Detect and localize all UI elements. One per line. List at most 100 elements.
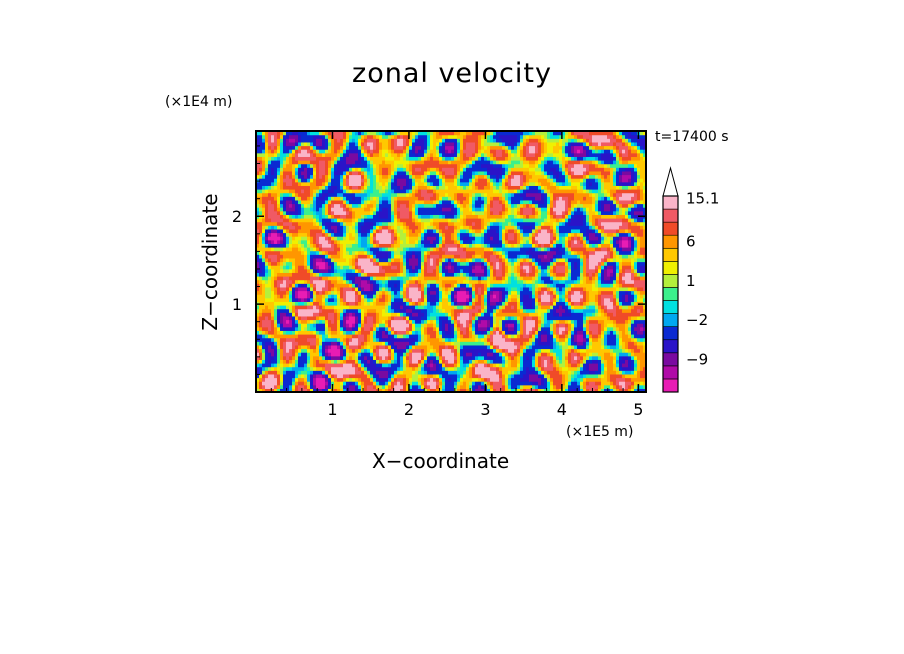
heatmap-cell	[277, 279, 281, 284]
heatmap-cell	[427, 145, 431, 150]
heatmap-cell	[373, 189, 377, 194]
heatmap-cell	[271, 323, 275, 328]
heatmap-cell	[337, 156, 341, 161]
heatmap-cell	[373, 203, 377, 208]
heatmap-cell	[358, 232, 362, 237]
heatmap-cell	[262, 228, 266, 234]
heatmap-cell	[295, 323, 299, 328]
heatmap-cell	[280, 134, 284, 139]
heatmap-cell	[367, 301, 371, 306]
heatmap-cell	[397, 272, 401, 277]
heatmap-cell	[325, 149, 329, 154]
heatmap-cell	[301, 167, 305, 172]
heatmap-cell	[457, 160, 461, 165]
heatmap-cell	[454, 196, 458, 201]
heatmap-cell	[355, 214, 359, 219]
heatmap-cell	[325, 344, 329, 350]
heatmap-cell	[394, 283, 398, 288]
heatmap-cell	[448, 315, 452, 321]
heatmap-cell	[415, 174, 419, 179]
heatmap-cell	[409, 254, 413, 259]
heatmap-cell	[454, 305, 458, 310]
heatmap-cell	[433, 243, 437, 248]
heatmap-cell	[409, 315, 413, 321]
heatmap-cell	[313, 232, 317, 237]
heatmap-cell	[265, 319, 269, 324]
heatmap-cell	[427, 207, 431, 212]
heatmap-cell	[280, 330, 284, 335]
heatmap-cell	[367, 243, 371, 248]
heatmap-cell	[331, 265, 335, 270]
heatmap-cell	[439, 163, 443, 168]
heatmap-cell	[436, 319, 440, 324]
heatmap-cell	[358, 189, 362, 194]
heatmap-cell	[379, 247, 383, 252]
heatmap-cell	[283, 319, 287, 324]
heatmap-cell	[406, 363, 410, 368]
heatmap-cell	[346, 301, 350, 306]
heatmap-cell	[331, 196, 335, 201]
heatmap-cell	[418, 388, 422, 393]
heatmap-cell	[454, 236, 458, 241]
heatmap-cell	[421, 308, 425, 313]
heatmap-cell	[298, 337, 302, 342]
heatmap-cell	[394, 276, 398, 281]
heatmap-cell	[295, 355, 299, 360]
heatmap-cell	[265, 297, 269, 302]
heatmap-cell	[352, 268, 356, 273]
heatmap-cell	[259, 337, 263, 342]
heatmap-cell	[403, 341, 407, 346]
heatmap-cell	[316, 286, 320, 292]
heatmap-cell	[430, 203, 434, 208]
heatmap-cell	[322, 348, 326, 353]
heatmap-cell	[379, 366, 383, 371]
heatmap-cell	[400, 315, 404, 321]
heatmap-cell	[304, 359, 308, 364]
heatmap-cell	[346, 192, 350, 197]
heatmap-cell	[352, 196, 356, 201]
heatmap-cell	[433, 268, 437, 273]
heatmap-cell	[409, 297, 413, 302]
heatmap-cell	[439, 192, 443, 197]
heatmap-cell	[391, 214, 395, 219]
heatmap-cell	[412, 160, 416, 165]
heatmap-cell	[370, 388, 374, 393]
heatmap-cell	[391, 185, 395, 190]
heatmap-cell	[346, 319, 350, 324]
heatmap-cell	[403, 286, 407, 292]
heatmap-cell	[457, 265, 461, 270]
heatmap-cell	[340, 381, 344, 386]
heatmap-cell	[262, 174, 266, 179]
heatmap-cell	[304, 286, 308, 292]
heatmap-cell	[427, 239, 431, 244]
heatmap-cell	[349, 196, 353, 201]
heatmap-cell	[304, 352, 308, 357]
heatmap-cell	[388, 315, 392, 321]
heatmap-cell	[301, 348, 305, 353]
heatmap-cell	[328, 348, 332, 353]
heatmap-cell	[340, 359, 344, 364]
heatmap-cell	[406, 138, 410, 143]
heatmap-cell	[436, 232, 440, 237]
heatmap-cell	[331, 228, 335, 234]
heatmap-cell	[280, 131, 284, 136]
z-unit-label: (×1E4 m)	[165, 94, 233, 110]
heatmap-cell	[367, 348, 371, 353]
heatmap-cell	[316, 373, 320, 379]
heatmap-cell	[448, 203, 452, 208]
heatmap-cell	[325, 254, 329, 259]
heatmap-cell	[274, 178, 278, 183]
heatmap-cell	[355, 388, 359, 393]
heatmap-cell	[316, 276, 320, 281]
heatmap-cell	[358, 276, 362, 281]
heatmap-cell	[370, 152, 374, 157]
heatmap-cell	[442, 247, 446, 252]
heatmap-cell	[394, 308, 398, 313]
heatmap-cell	[268, 254, 272, 259]
heatmap-cell	[400, 323, 404, 328]
heatmap-cell	[346, 214, 350, 219]
heatmap-cell	[439, 334, 443, 339]
heatmap-cell	[457, 276, 461, 281]
heatmap-cell	[256, 272, 260, 277]
heatmap-cell	[340, 352, 344, 357]
